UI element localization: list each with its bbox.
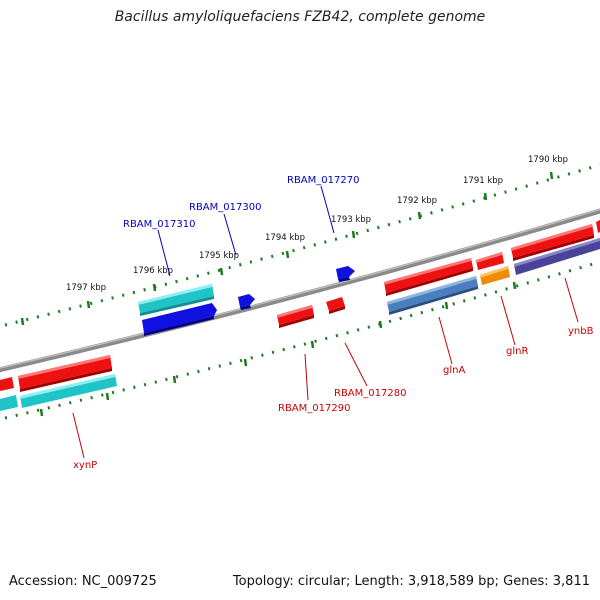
gene-label[interactable]: glnR: [506, 346, 528, 357]
leader-line: [320, 185, 335, 234]
leader-line: [304, 353, 309, 401]
scale-label: 1794 kbp: [265, 233, 305, 243]
leader-line: [344, 342, 368, 387]
scale-label: 1792 kbp: [397, 196, 437, 206]
gene-red-upper-3[interactable]: [511, 224, 594, 261]
major-tick: [172, 375, 177, 384]
map-title: Bacillus amyloliquefaciens FZB42, comple…: [114, 9, 486, 25]
major-tick: [285, 250, 290, 259]
gene-rbam-017310-lower[interactable]: [142, 303, 217, 336]
gene-red-upper-2[interactable]: [476, 252, 504, 270]
major-tick: [444, 301, 449, 310]
major-tick: [549, 171, 554, 180]
genome-backbone-highlight: [0, 208, 600, 369]
genome-summary-text: Topology: circular; Length: 3,918,589 bp…: [232, 574, 590, 589]
leader-line: [564, 277, 579, 323]
gene-rbam-017290[interactable]: [277, 305, 314, 328]
gene-rbam-017300[interactable]: [238, 294, 255, 310]
gene-label[interactable]: glnA: [443, 365, 465, 376]
major-tick: [105, 392, 110, 401]
major-tick: [417, 211, 422, 220]
gene-rbam-017310[interactable]: [138, 284, 214, 316]
gene-glnr[interactable]: [480, 266, 510, 285]
major-tick: [351, 230, 356, 239]
major-tick: [219, 267, 224, 276]
scale-label: 1795 kbp: [199, 251, 239, 261]
major-tick: [39, 408, 44, 417]
gene-red-left-2[interactable]: [18, 355, 112, 392]
gene-label[interactable]: RBAM_017300: [189, 202, 261, 213]
major-tick: [152, 283, 157, 292]
gene-xynp[interactable]: [20, 374, 117, 408]
gene-label[interactable]: RBAM_017290: [278, 403, 350, 414]
leader-line: [438, 316, 453, 365]
genome-backbone: [0, 208, 600, 373]
scale-label: 1793 kbp: [331, 215, 371, 225]
major-tick: [310, 340, 315, 349]
gene-ynbb[interactable]: [514, 238, 600, 275]
gene-glna[interactable]: [387, 276, 478, 315]
gene-red-upper-4[interactable]: [596, 220, 600, 233]
ruler-lower: [4, 260, 600, 420]
gene-rbam-017280[interactable]: [326, 297, 345, 314]
major-tick: [512, 281, 517, 290]
major-tick: [86, 300, 91, 309]
gene-rbam-017270[interactable]: [336, 266, 355, 282]
gene-red-upper-1[interactable]: [384, 258, 473, 296]
major-tick: [20, 317, 25, 326]
major-ticks-lower: [39, 281, 517, 417]
gene-cyan-left[interactable]: [0, 395, 18, 411]
major-tick: [243, 358, 248, 367]
leader-line: [500, 295, 516, 346]
accession-text: Accession: NC_009725: [9, 574, 157, 589]
leader-line: [157, 229, 171, 277]
gene-label[interactable]: RBAM_017280: [334, 388, 406, 399]
scale-label: 1796 kbp: [133, 266, 173, 276]
scale-label: 1791 kbp: [463, 176, 503, 186]
gene-red-left-1[interactable]: [0, 377, 14, 391]
gene-label[interactable]: RBAM_017310: [123, 219, 195, 230]
ruler-upper: [4, 163, 600, 327]
scale-label: 1790 kbp: [528, 155, 568, 165]
gene-label[interactable]: RBAM_017270: [287, 175, 359, 186]
leader-line: [223, 213, 237, 256]
gene-label[interactable]: ynbB: [568, 326, 594, 337]
gene-label[interactable]: xynP: [73, 460, 97, 471]
major-tick: [378, 320, 383, 329]
leader-line: [72, 412, 85, 459]
scale-label: 1797 kbp: [66, 283, 106, 293]
major-ticks-upper: [20, 171, 554, 326]
major-tick: [483, 192, 488, 201]
